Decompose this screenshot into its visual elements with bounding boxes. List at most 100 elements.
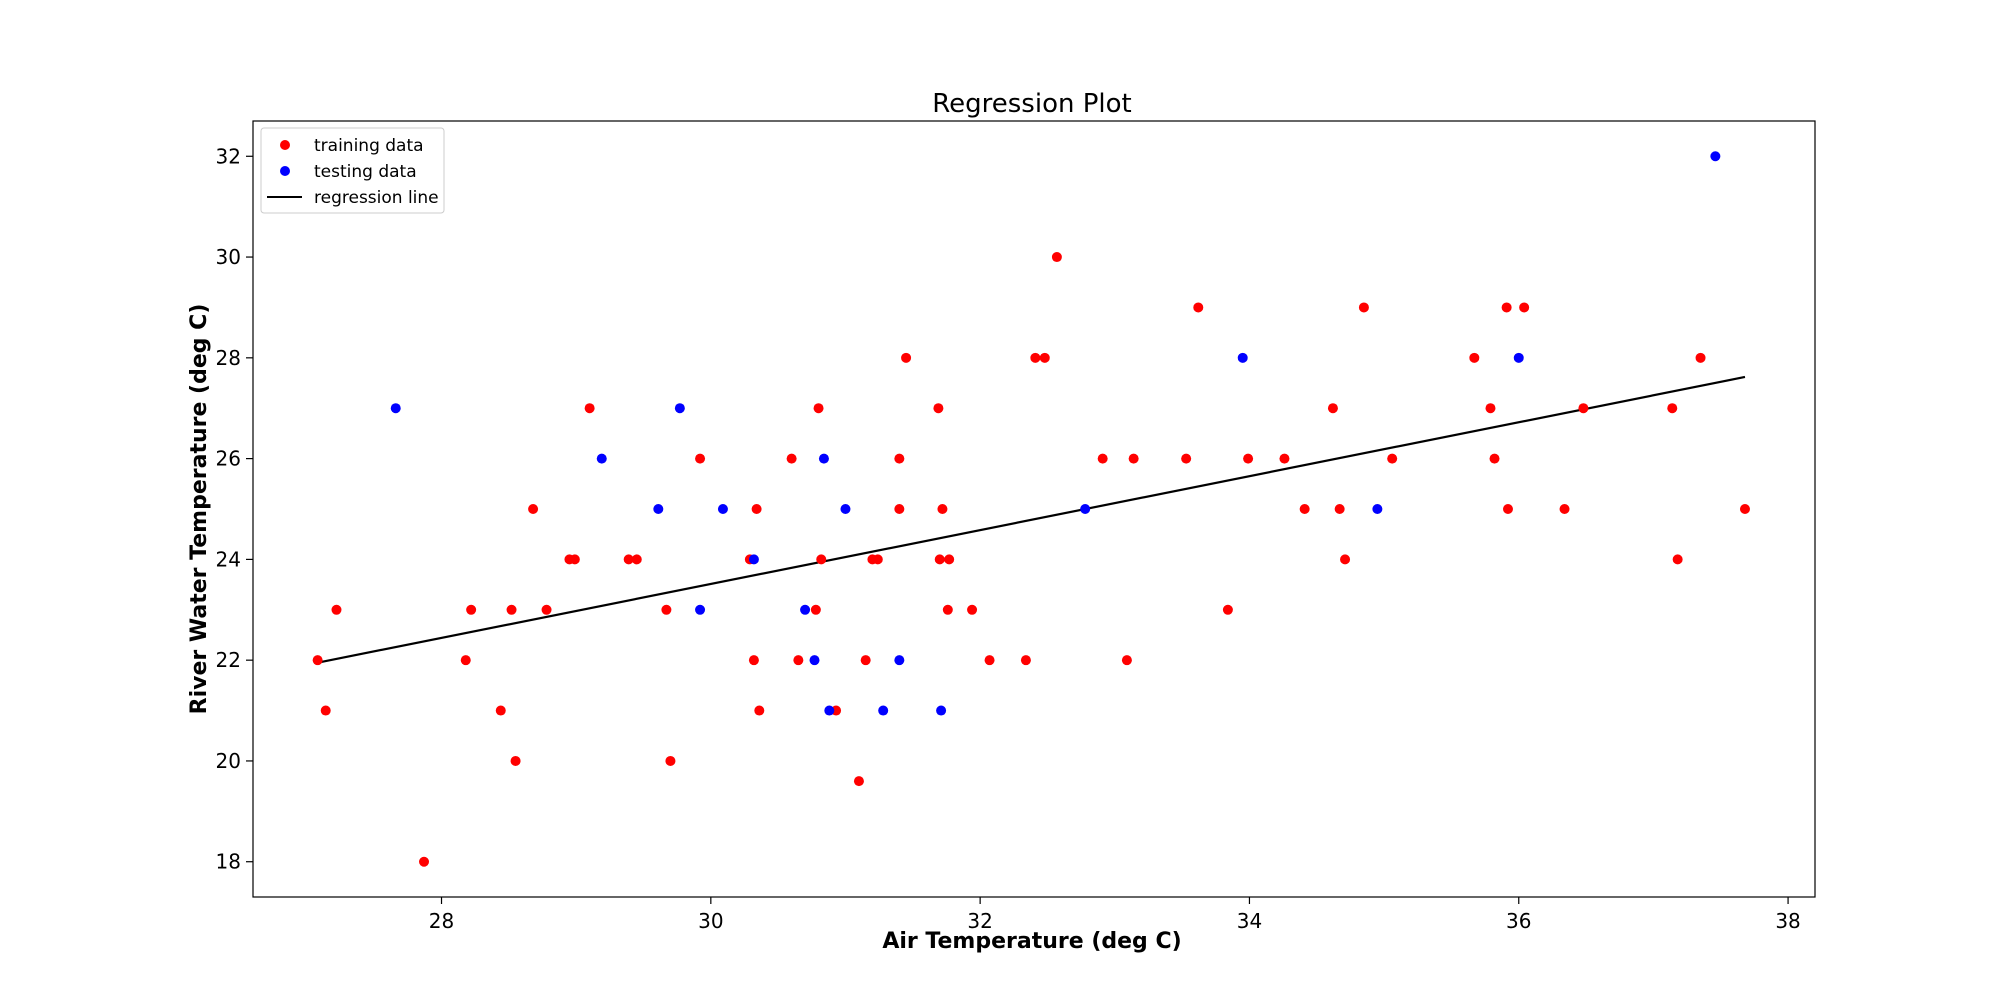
testing-data-point <box>878 705 889 716</box>
training-data-point <box>1672 554 1683 565</box>
training-data-point <box>623 554 634 565</box>
testing-data-point <box>596 453 607 464</box>
testing-data-point <box>894 655 905 666</box>
training-data-point <box>933 403 944 414</box>
testing-data-point <box>1710 151 1721 162</box>
training-data-point <box>1243 453 1254 464</box>
legend-marker-testing <box>280 166 290 176</box>
training-data-point <box>506 604 517 615</box>
training-data-point <box>1695 352 1706 363</box>
training-data-point <box>1578 403 1589 414</box>
testing-data-point <box>717 504 728 514</box>
training-data-point <box>495 705 506 716</box>
training-data-point <box>510 755 521 766</box>
training-data-point <box>1222 604 1233 615</box>
training-data-point <box>1121 655 1132 666</box>
testing-data-point <box>748 554 759 565</box>
legend-label-regression: regression line <box>314 188 439 208</box>
training-data-point <box>1667 403 1678 414</box>
y-tick-label: 18 <box>216 850 241 874</box>
x-axis-title: Air Temperature (deg C) <box>882 929 1181 954</box>
chart-title: Regression Plot <box>932 89 1131 119</box>
training-data-point <box>1559 504 1570 514</box>
training-data-point <box>894 453 905 464</box>
x-axis: 28 30 32 34 36 38 <box>429 897 1801 933</box>
training-data-point <box>569 554 580 565</box>
legend-label-testing: testing data <box>314 162 417 182</box>
training-data-point <box>786 453 797 464</box>
data-points-layer <box>312 151 1750 867</box>
y-axis-title: River Water Temperature (deg C) <box>187 304 212 715</box>
legend: training data testing data regression li… <box>260 127 445 214</box>
training-data-point <box>466 604 477 615</box>
training-data-point <box>1051 252 1062 263</box>
training-data-point <box>1039 352 1050 363</box>
training-data-point <box>1327 403 1338 414</box>
training-data-point <box>934 554 945 565</box>
y-tick-label: 28 <box>216 346 241 370</box>
training-data-point <box>631 554 642 565</box>
training-data-point <box>695 453 706 464</box>
training-data-point <box>942 604 953 615</box>
training-data-point <box>1739 504 1750 514</box>
plot-area-frame <box>252 120 1816 898</box>
training-data-point <box>1501 302 1512 313</box>
x-tick-label: 38 <box>1775 909 1800 933</box>
training-data-point <box>1128 453 1139 464</box>
training-data-point <box>1489 453 1500 464</box>
testing-data-point <box>818 453 829 464</box>
training-data-point <box>1334 504 1345 514</box>
testing-data-point <box>1237 352 1248 363</box>
testing-data-point <box>653 504 664 514</box>
training-data-point <box>894 504 905 514</box>
training-data-point <box>1279 453 1290 464</box>
training-data-point <box>331 604 342 615</box>
y-tick-label: 32 <box>216 144 241 168</box>
x-tick-label: 32 <box>967 909 992 933</box>
training-data-point <box>860 655 871 666</box>
testing-data-point <box>840 504 851 514</box>
training-data-point <box>1193 302 1204 313</box>
training-data-point <box>661 604 672 615</box>
testing-data-point <box>390 403 401 414</box>
legend-marker-training <box>280 140 290 150</box>
training-data-point <box>1519 302 1530 313</box>
training-data-point <box>901 352 912 363</box>
training-data-point <box>665 755 676 766</box>
x-tick-label: 34 <box>1237 909 1262 933</box>
training-data-point <box>813 403 824 414</box>
testing-data-point <box>824 705 835 716</box>
testing-data-point <box>800 604 811 615</box>
training-data-point <box>1097 453 1108 464</box>
testing-data-point <box>1080 504 1091 514</box>
training-data-point <box>872 554 883 565</box>
y-tick-label: 30 <box>216 245 241 269</box>
training-data-point <box>1340 554 1351 565</box>
testing-data-point <box>1372 504 1383 514</box>
x-tick-label: 30 <box>698 909 723 933</box>
training-data-point <box>1299 504 1310 514</box>
y-axis: 18 20 22 24 26 28 30 32 <box>216 144 253 874</box>
training-data-point <box>584 403 595 414</box>
training-data-point <box>810 604 821 615</box>
x-tick-label: 36 <box>1506 909 1531 933</box>
training-data-point <box>1502 504 1513 514</box>
y-tick-label: 26 <box>216 447 241 471</box>
training-data-point <box>1469 352 1480 363</box>
legend-label-training: training data <box>314 136 424 156</box>
training-data-point <box>1358 302 1369 313</box>
training-data-point <box>312 655 323 666</box>
testing-data-point <box>674 403 685 414</box>
training-data-point <box>1020 655 1031 666</box>
training-data-point <box>1030 352 1041 363</box>
regression-line-layer <box>317 375 1746 664</box>
training-data-point <box>937 504 948 514</box>
training-data-point <box>754 705 765 716</box>
training-data-point <box>528 504 539 514</box>
training-data-point <box>853 776 864 787</box>
training-data-point <box>748 655 759 666</box>
training-data-point <box>460 655 471 666</box>
training-data-point <box>751 504 762 514</box>
